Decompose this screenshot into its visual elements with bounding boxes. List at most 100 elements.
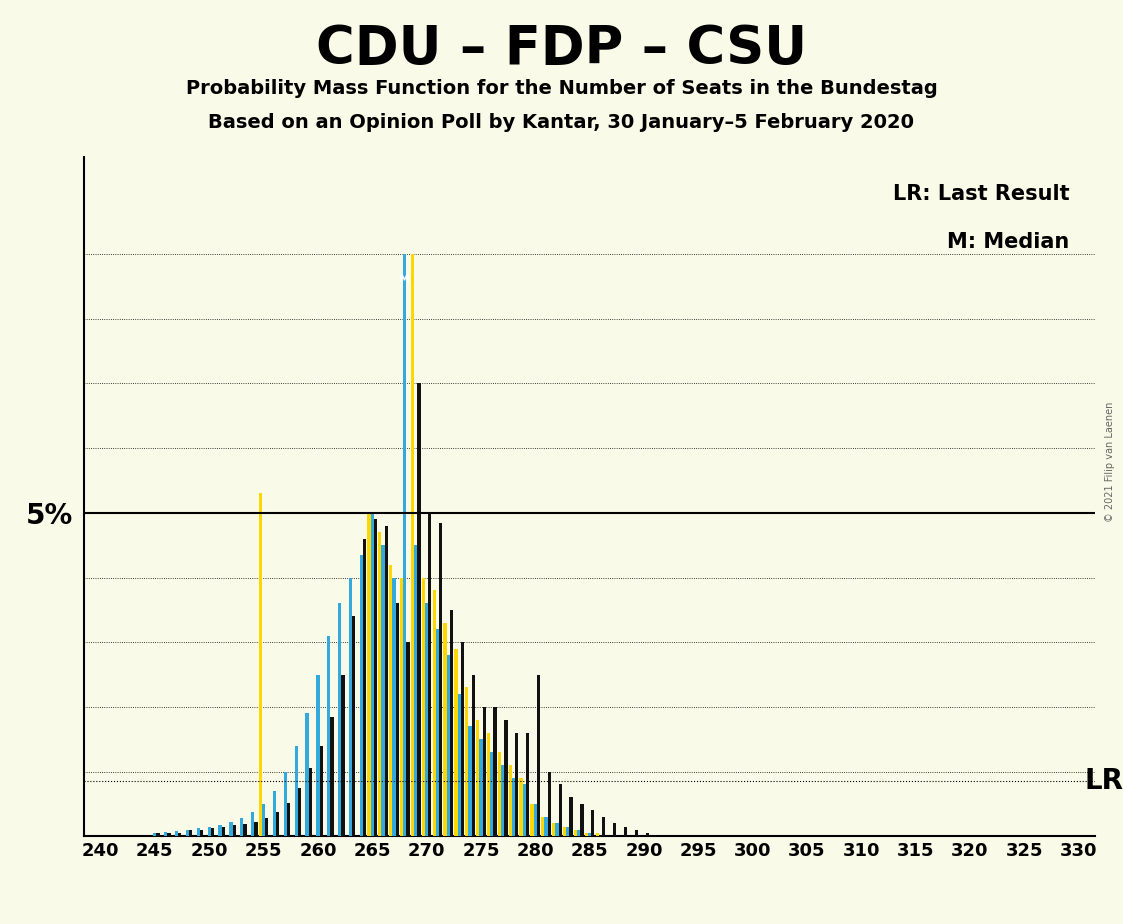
Text: LR: Last Result: LR: Last Result [893, 184, 1069, 204]
Bar [320, 746, 322, 836]
Bar [501, 765, 504, 836]
Bar [421, 578, 424, 836]
Bar [330, 717, 334, 836]
Bar [392, 578, 395, 836]
Bar [284, 772, 286, 836]
Bar [305, 713, 309, 836]
Bar [595, 833, 599, 836]
Bar [265, 818, 268, 836]
Bar [591, 810, 594, 836]
Bar [563, 827, 566, 836]
Bar [588, 833, 591, 836]
Bar [558, 784, 562, 836]
Bar [167, 833, 171, 836]
Bar [548, 772, 551, 836]
Bar [374, 519, 377, 836]
Text: LR: LR [1084, 767, 1123, 796]
Bar [153, 833, 156, 836]
Bar [468, 726, 472, 836]
Bar [338, 603, 341, 836]
Bar [569, 797, 573, 836]
Bar [487, 733, 490, 836]
Text: Based on an Opinion Poll by Kantar, 30 January–5 February 2020: Based on an Opinion Poll by Kantar, 30 J… [209, 113, 914, 132]
Bar [164, 833, 167, 836]
Bar [577, 830, 581, 836]
Bar [515, 733, 519, 836]
Bar [545, 817, 548, 836]
Bar [389, 565, 392, 836]
Bar [457, 694, 460, 836]
Bar [585, 833, 588, 836]
Bar [400, 578, 403, 836]
Bar [254, 822, 257, 836]
Text: M: Median: M: Median [948, 232, 1069, 251]
Bar [483, 707, 486, 836]
Bar [530, 804, 533, 836]
Bar [309, 769, 312, 836]
Bar [574, 830, 577, 836]
Bar [367, 513, 371, 836]
Bar [476, 720, 480, 836]
Bar [219, 824, 221, 836]
Bar [327, 636, 330, 836]
Bar [189, 830, 192, 836]
Bar [317, 675, 320, 836]
Text: © 2021 Filip van Laenen: © 2021 Filip van Laenen [1105, 402, 1115, 522]
Bar [211, 828, 214, 836]
Bar [232, 825, 236, 836]
Text: Probability Mass Function for the Number of Seats in the Bundestag: Probability Mass Function for the Number… [185, 79, 938, 98]
Bar [244, 824, 247, 836]
Bar [353, 616, 355, 836]
Bar [363, 539, 366, 836]
Bar [553, 823, 556, 836]
Bar [175, 831, 179, 836]
Bar [439, 523, 442, 836]
Bar [221, 827, 225, 836]
Bar [436, 629, 439, 836]
Text: M: M [400, 274, 410, 284]
Bar [613, 823, 617, 836]
Bar [179, 833, 182, 836]
Bar [509, 765, 512, 836]
Bar [522, 784, 526, 836]
Bar [407, 642, 410, 836]
Bar [428, 513, 431, 836]
Bar [273, 791, 276, 836]
Bar [208, 827, 211, 836]
Bar [533, 804, 537, 836]
Bar [424, 603, 428, 836]
Bar [455, 649, 457, 836]
Bar [411, 254, 414, 836]
Text: CDU – FDP – CSU: CDU – FDP – CSU [316, 23, 807, 75]
Bar [252, 812, 254, 836]
Bar [444, 623, 447, 836]
Bar [382, 545, 385, 836]
Bar [385, 526, 387, 836]
Bar [450, 610, 454, 836]
Bar [432, 590, 436, 836]
Bar [240, 818, 244, 836]
Bar [359, 554, 363, 836]
Bar [200, 830, 203, 836]
Bar [156, 833, 159, 836]
Bar [414, 545, 418, 836]
Bar [395, 603, 399, 836]
Bar [566, 827, 569, 836]
Bar [185, 830, 189, 836]
Bar [197, 829, 200, 836]
Bar [258, 493, 262, 836]
Bar [480, 739, 483, 836]
Bar [262, 804, 265, 836]
Bar [623, 827, 627, 836]
Bar [472, 675, 475, 836]
Bar [497, 752, 501, 836]
Bar [298, 787, 301, 836]
Bar [378, 532, 382, 836]
Bar [418, 383, 421, 836]
Bar [526, 733, 529, 836]
Bar [349, 578, 353, 836]
Bar [581, 804, 584, 836]
Bar [447, 655, 450, 836]
Bar [493, 707, 496, 836]
Bar [512, 778, 515, 836]
